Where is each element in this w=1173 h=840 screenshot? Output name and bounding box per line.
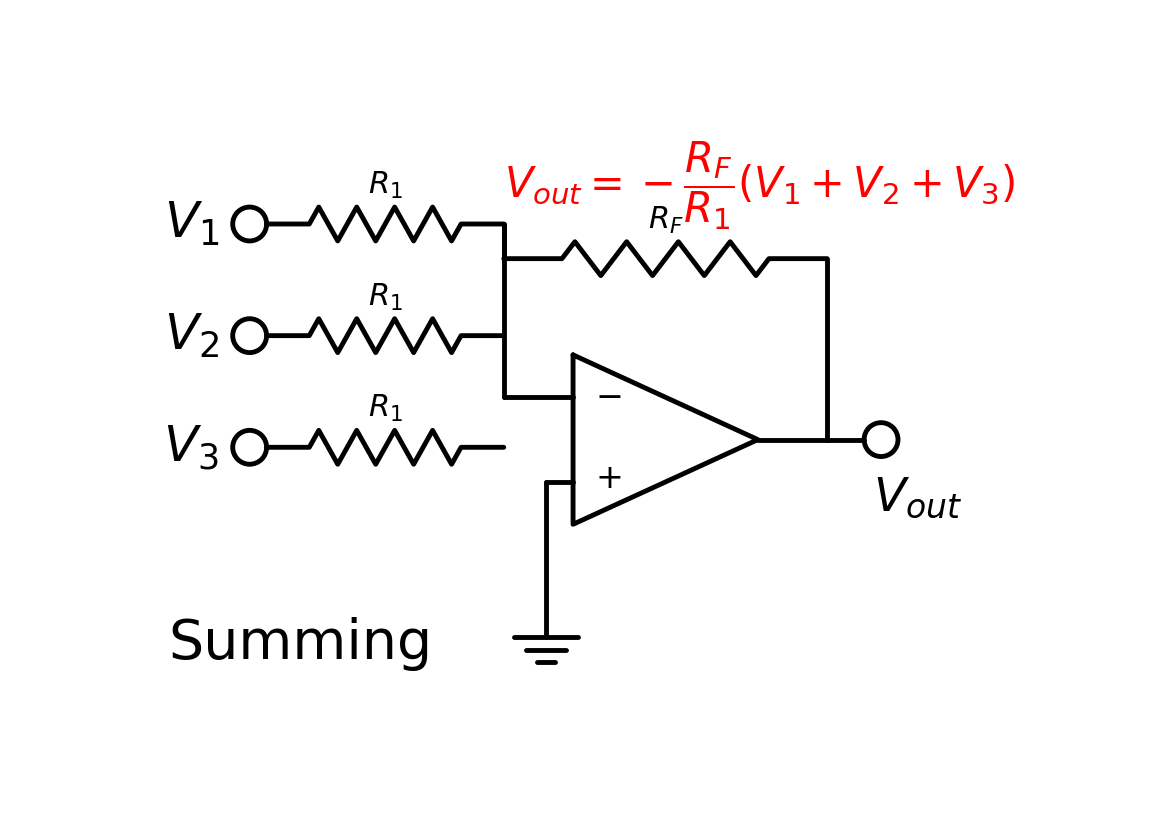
Text: Summing: Summing — [169, 617, 433, 670]
Text: $R_1$: $R_1$ — [368, 393, 402, 424]
Text: $R_F$: $R_F$ — [647, 204, 684, 235]
Text: $V_2$: $V_2$ — [164, 312, 219, 360]
Text: $V_{out} = -\dfrac{R_F}{R_1}(V_1 + V_2 + V_3)$: $V_{out} = -\dfrac{R_F}{R_1}(V_1 + V_2 +… — [503, 139, 1015, 232]
Text: $R_1$: $R_1$ — [368, 281, 402, 312]
Text: $+$: $+$ — [595, 462, 621, 496]
Text: $V_3$: $V_3$ — [163, 423, 219, 471]
Text: $V_1$: $V_1$ — [163, 200, 219, 248]
Text: $R_1$: $R_1$ — [368, 170, 402, 201]
Text: $V_{out}$: $V_{out}$ — [874, 475, 963, 521]
Text: $-$: $-$ — [595, 379, 621, 412]
